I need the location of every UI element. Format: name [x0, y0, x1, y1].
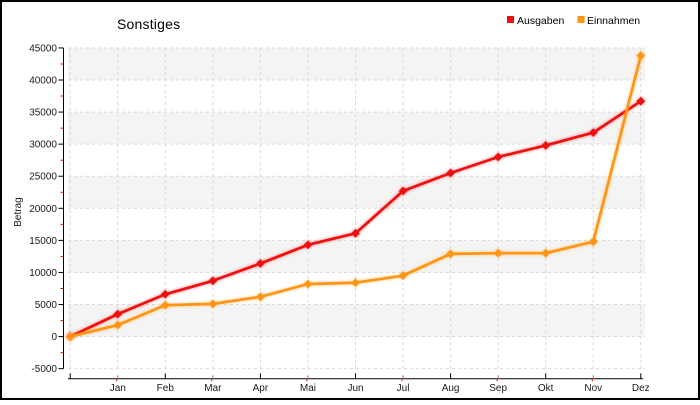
data-point-marker: [493, 248, 503, 258]
data-point-marker: [208, 276, 218, 286]
x-tick-label: Jun: [347, 383, 363, 394]
x-tick-label: Sep: [489, 383, 507, 394]
data-point-marker: [398, 271, 408, 281]
data-point-marker: [256, 259, 265, 268]
plot-area: -5000 0 5000 10000 15000 20000 25000 30000 35000…: [29, 43, 650, 394]
data-point-marker: [65, 332, 75, 341]
data-point-marker: [446, 249, 455, 259]
y-tick-label: 35000: [29, 108, 57, 119]
y-tick-label: 0: [51, 332, 57, 343]
x-tick-label: Mar: [204, 383, 222, 394]
x-tick-label: Dez: [632, 383, 650, 394]
data-point-marker: [351, 278, 360, 288]
ausgaben-swatch-icon: [507, 16, 514, 23]
y-tick-label: 5000: [35, 300, 58, 311]
y-axis-title: Betrag: [13, 197, 24, 226]
data-point-marker: [636, 96, 646, 106]
y-tick-label: 45000: [29, 43, 57, 54]
data-point-marker: [541, 141, 551, 150]
data-point-marker: [303, 279, 313, 289]
y-tick-label: 10000: [29, 268, 57, 279]
data-point-marker: [351, 228, 360, 238]
x-tick-label: Nov: [584, 383, 602, 394]
data-point-marker: [446, 168, 455, 178]
x-tick-label: Apr: [253, 383, 269, 394]
y-tick-label: 40000: [29, 76, 57, 87]
x-tick-label: Feb: [157, 383, 175, 394]
data-point-marker: [113, 309, 123, 319]
x-tick-label: Jul: [397, 383, 410, 394]
plot-band: [68, 47, 646, 81]
chart-title: Sonstiges: [117, 16, 180, 32]
y-tick-label: 20000: [29, 204, 57, 215]
legend-label-ausgaben: Ausgaben: [517, 15, 564, 27]
y-tick-label: 25000: [29, 172, 57, 183]
data-point-marker: [303, 240, 313, 250]
y-tick-label: 15000: [29, 236, 57, 247]
legend-item-einnahmen: Einnahmen: [577, 15, 640, 27]
plot-band: [68, 304, 646, 337]
data-point-marker: [636, 51, 646, 61]
series-einnahmen: [65, 51, 646, 341]
x-tick-label: Jan: [110, 383, 126, 394]
data-point-marker: [160, 300, 170, 310]
legend-label-einnahmen: Einnahmen: [587, 15, 640, 27]
data-point-marker: [208, 299, 218, 309]
data-point-marker: [588, 128, 598, 138]
x-tick-label: Aug: [442, 383, 460, 394]
data-point-marker: [493, 152, 503, 162]
data-point-marker: [541, 248, 551, 258]
data-point-marker: [256, 292, 265, 302]
x-tick-label: Okt: [538, 383, 554, 394]
plot-band: [68, 112, 646, 145]
plot-band: [68, 240, 646, 273]
data-point-marker: [398, 186, 408, 196]
data-point-marker: [160, 289, 170, 299]
legend: Ausgaben Einnahmen: [507, 15, 640, 27]
legend-item-ausgaben: Ausgaben: [507, 15, 564, 27]
x-tick-label: Mai: [300, 383, 316, 394]
einnahmen-swatch-icon: [577, 16, 585, 23]
y-tick-label: 30000: [29, 140, 57, 151]
data-point-marker: [588, 237, 598, 247]
data-point-marker: [113, 320, 123, 330]
y-tick-label: -5000: [31, 364, 57, 375]
plot-band: [68, 176, 646, 209]
